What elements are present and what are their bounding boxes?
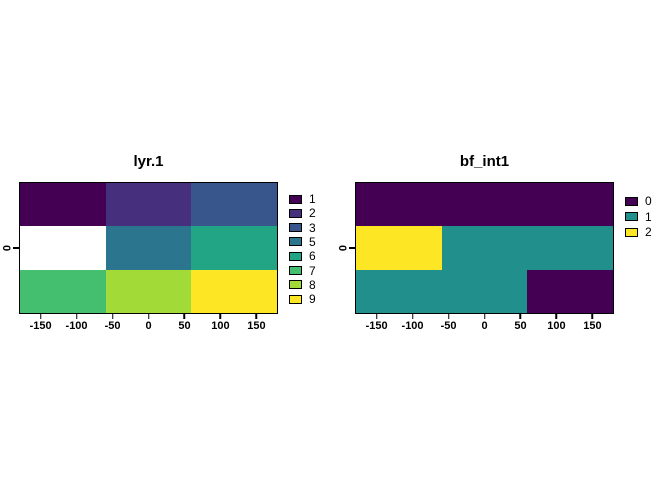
- legend-label: 2: [645, 225, 652, 240]
- legend-label: 7: [309, 263, 316, 278]
- x-axis-tick-label: 150: [247, 320, 266, 332]
- x-axis-tick-label: -150: [29, 320, 52, 332]
- x-axis-tick-label: 150: [583, 320, 602, 332]
- heatmap-cell: [105, 183, 192, 227]
- heatmap-cell: [20, 269, 106, 313]
- plot-box: [19, 182, 278, 314]
- x-axis: -150 -100 -50 0 50 100 150: [355, 314, 614, 336]
- legend-swatch: [289, 266, 302, 275]
- x-axis-tick-label: -150: [365, 320, 388, 332]
- legend-item: 2: [625, 225, 652, 240]
- x-axis-tick: [483, 314, 486, 319]
- legend-label: 6: [309, 249, 316, 264]
- heatmap-cell: [527, 269, 613, 313]
- legend-label: 9: [309, 292, 316, 307]
- x-axis-tick: [591, 314, 594, 319]
- heatmap-cell: [191, 269, 277, 313]
- legend-item: 6: [289, 249, 316, 264]
- x-axis-tick: [147, 314, 150, 319]
- legend-swatch: [289, 280, 302, 290]
- heatmap-cell: [356, 226, 442, 270]
- legend-item: 0: [625, 194, 652, 208]
- x-axis-tick: [219, 314, 222, 319]
- legend-item: 3: [289, 220, 316, 235]
- legend-swatch: [289, 223, 302, 233]
- x-axis-tick-label: -100: [401, 320, 424, 332]
- legend-item: 9: [289, 292, 316, 307]
- x-axis-tick-label: -50: [440, 320, 457, 332]
- y-axis-tick-label: 0: [337, 244, 350, 252]
- x-axis-tick-label: -100: [65, 320, 88, 332]
- legend-swatch: [625, 212, 638, 222]
- plot-title: bf_int1: [459, 153, 510, 170]
- x-axis-tick: [39, 314, 42, 319]
- y-axis-tick-label: 0: [1, 244, 14, 252]
- x-axis-tick-label: 0: [481, 320, 488, 332]
- x-axis-tick: [111, 314, 114, 319]
- legend-label: 8: [309, 277, 316, 292]
- legend-swatch: [625, 227, 638, 237]
- heatmap-cell: [527, 183, 613, 227]
- legend-item: 2: [289, 206, 316, 221]
- heatmap-cell: [191, 226, 277, 270]
- plot-box: [355, 182, 614, 314]
- heatmap-cell: [20, 226, 106, 270]
- legend-label: 1: [645, 209, 652, 224]
- x-axis-tick-label: 50: [178, 320, 191, 332]
- heatmap-cell: [356, 183, 442, 227]
- legend-label: 1: [309, 192, 316, 206]
- heatmap-cell: [441, 183, 528, 227]
- heatmap-cell: [191, 183, 277, 227]
- legend-swatch: [289, 251, 302, 261]
- x-axis-tick: [519, 314, 522, 319]
- x-axis-tick: [255, 314, 258, 319]
- legend-item: 8: [289, 277, 316, 292]
- heatmap-cell: [356, 269, 442, 313]
- x-axis-tick: [447, 314, 450, 319]
- legend-swatch: [625, 196, 638, 206]
- x-axis-tick-label: 0: [145, 320, 152, 332]
- legend-swatch: [289, 294, 302, 304]
- heatmap-cell: [441, 269, 528, 313]
- x-axis-tick-label: 100: [547, 320, 566, 332]
- x-axis-tick: [375, 314, 378, 319]
- legend-item: 1: [625, 209, 652, 224]
- legend-item: 7: [289, 263, 316, 278]
- heatmap-cell: [105, 269, 192, 313]
- x-axis-tick: [555, 314, 558, 319]
- x-axis-tick: [411, 314, 414, 319]
- legend-label: 0: [645, 194, 652, 208]
- y-axis-tick: [349, 247, 355, 249]
- plot-title: lyr.1: [133, 153, 164, 170]
- x-axis-tick-label: 100: [211, 320, 230, 332]
- x-axis-tick-label: -50: [104, 320, 121, 332]
- x-axis-tick-label: 50: [514, 320, 527, 332]
- x-axis: -150 -100 -50 0 50 100 150: [19, 314, 278, 336]
- x-axis-tick: [183, 314, 186, 319]
- y-axis-tick: [13, 247, 19, 249]
- legend-item: 5: [289, 234, 316, 249]
- x-axis-tick: [75, 314, 78, 319]
- legend-swatch: [289, 208, 302, 218]
- heatmap-cell: [20, 183, 106, 227]
- legend-swatch: [289, 194, 302, 204]
- heatmap-cell: [527, 226, 613, 270]
- legend-label: 3: [309, 220, 316, 235]
- heatmap-cell: [105, 226, 192, 270]
- heatmap-cell: [441, 226, 528, 270]
- legend-label: 5: [309, 234, 316, 249]
- legend-item: 1: [289, 192, 316, 206]
- legend-swatch: [289, 237, 302, 247]
- legend-label: 2: [309, 206, 316, 221]
